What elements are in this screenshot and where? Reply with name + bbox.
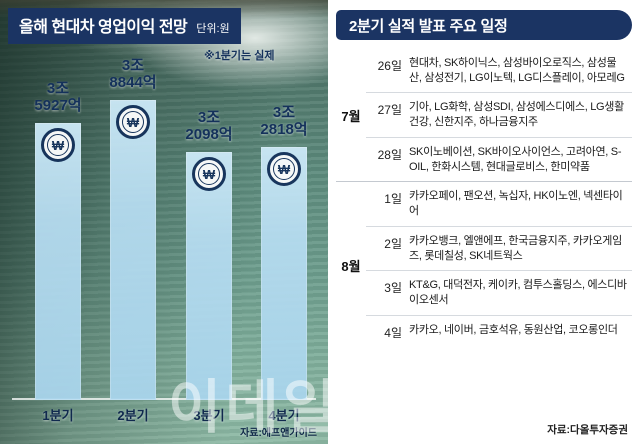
won-icon: ₩ [116, 105, 150, 139]
schedule-header: 2분기 실적 발표 주요 일정 [336, 10, 632, 40]
companies-list: 카카오, 네이버, 금호석유, 동원산업, 코오롱인더 [409, 323, 618, 336]
bar-group-q1: 3조 5927억 ₩ [34, 80, 82, 400]
day-label: 26일 [377, 59, 402, 73]
chart-unit: 단위:원 [196, 23, 230, 35]
month-rows: 26일 현대차, SK하이닉스, 삼성바이오로직스, 삼성물산, 삼성전기, L… [366, 49, 632, 181]
companies-list: 카카오뱅크, 엘앤에프, 한국금융지주, 카카오게임즈, 롯데칠성, SK네트웍… [409, 234, 622, 262]
won-symbol: ₩ [47, 134, 69, 156]
bar: ₩ [110, 100, 156, 400]
companies-list: 현대차, SK하이닉스, 삼성바이오로직스, 삼성물산, 삼성전기, LG이노텍… [409, 57, 625, 84]
companies-list: KT&G, 대덕전자, 케이카, 컴투스홀딩스, 에스디바이오센서 [409, 279, 627, 307]
schedule-row: 1일 카카오페이, 팬오션, 녹십자, HK이노엔, 넥센타이어 [366, 182, 632, 225]
x-axis-label-q1: 1분기 [42, 408, 74, 423]
value-line1: 3조 [121, 56, 145, 74]
bar-value-label: 3조 2098억 [185, 109, 232, 144]
bar-group-q4: 3조 2818억 ₩ [260, 104, 308, 400]
value-line2: 2098억 [185, 126, 233, 144]
day-label: 1일 [384, 192, 402, 207]
month-group-august: 8월 1일 카카오페이, 팬오션, 녹십자, HK이노엔, 넥센타이어 2일 카… [336, 181, 632, 347]
x-axis-label-q2: 2분기 [117, 408, 149, 423]
bar-value-label: 3조 5927억 [34, 80, 81, 115]
schedule-row: 28일 SK이노베이션, SK바이오사이언스, 고려아연, S-OIL, 한화시… [366, 136, 632, 181]
schedule-row: 3일 KT&G, 대덕전자, 케이카, 컴투스홀딩스, 에스디바이오센서 [366, 270, 632, 314]
bar-group-q3: 3조 2098억 ₩ [185, 109, 233, 400]
bar-value-label: 3조 8844억 [109, 57, 156, 92]
x-axis-label-q4: 4분기 [268, 408, 300, 423]
value-line1: 3조 [197, 108, 221, 126]
chart-title-box: 올해 현대차 영업이익 전망 단위:원 [8, 8, 241, 44]
chart-baseline [12, 398, 316, 400]
bar: ₩ [35, 123, 81, 400]
month-label: 7월 [341, 108, 361, 124]
bar: ₩ [261, 147, 307, 400]
chart-title: 올해 현대차 영업이익 전망 [19, 19, 188, 36]
value-line1: 3조 [272, 103, 296, 121]
companies-list: 기아, LG화학, 삼성SDI, 삼성에스디에스, LG생활건강, 신한지주, … [409, 101, 624, 129]
won-symbol: ₩ [273, 158, 295, 180]
schedule-source: 자료:다올투자증권 [547, 424, 628, 436]
value-line2: 5927억 [34, 97, 82, 115]
day-label: 3일 [384, 281, 402, 296]
schedule-row: 26일 현대차, SK하이닉스, 삼성바이오로직스, 삼성물산, 삼성전기, L… [366, 49, 632, 92]
day-label: 2일 [384, 236, 402, 251]
chart-note: ※1분기는 실제 [204, 50, 275, 62]
value-line1: 3조 [46, 79, 70, 97]
won-icon: ₩ [267, 152, 301, 186]
x-axis-label-q3: 3분기 [193, 408, 225, 423]
schedule-row: 4일 카카오, 네이버, 금호석유, 동원산업, 코오롱인더 [366, 314, 632, 348]
month-label: 8월 [341, 258, 361, 274]
day-label: 28일 [377, 147, 402, 162]
bar-group-q2: 3조 8844억 ₩ [109, 57, 157, 400]
chart-source: 자료:에프앤가이드 [240, 428, 317, 439]
day-label: 4일 [384, 325, 402, 340]
value-line2: 8844억 [109, 74, 157, 92]
day-label: 27일 [377, 103, 402, 118]
won-icon: ₩ [192, 157, 226, 191]
schedule-title: 2분기 실적 발표 주요 일정 [349, 17, 508, 35]
schedule-row: 2일 카카오뱅크, 엘앤에프, 한국금융지주, 카카오게임즈, 롯데칠성, SK… [366, 225, 632, 270]
month-group-july: 7월 26일 현대차, SK하이닉스, 삼성바이오로직스, 삼성물산, 삼성전기… [336, 49, 632, 181]
bar-value-label: 3조 2818억 [260, 104, 307, 139]
month-rows: 1일 카카오페이, 팬오션, 녹십자, HK이노엔, 넥센타이어 2일 카카오뱅… [366, 182, 632, 347]
companies-list: SK이노베이션, SK바이오사이언스, 고려아연, S-OIL, 한화시스템, … [409, 145, 622, 173]
companies-list: 카카오페이, 팬오션, 녹십자, HK이노엔, 넥센타이어 [409, 190, 623, 218]
won-symbol: ₩ [122, 111, 144, 133]
value-line2: 2818억 [260, 121, 308, 139]
schedule-row: 27일 기아, LG화학, 삼성SDI, 삼성에스디에스, LG생활건강, 신한… [366, 92, 632, 136]
bar: ₩ [186, 152, 232, 400]
won-icon: ₩ [41, 128, 75, 162]
won-symbol: ₩ [198, 163, 220, 185]
schedule-panel: 2분기 실적 발표 주요 일정 7월 26일 현대차, SK하이닉스, 삼성바이… [328, 0, 640, 444]
